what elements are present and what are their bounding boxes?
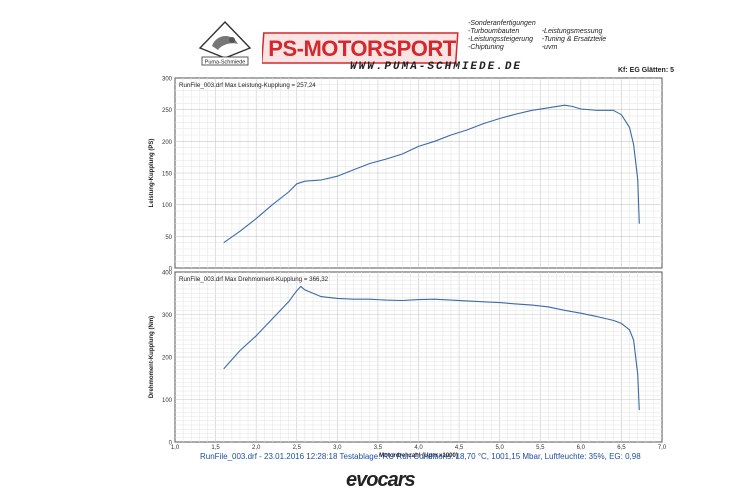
service-item: -Turboumbauten	[468, 28, 520, 35]
chart-2: 0 100 200 300 400 1,0 1,5 2,0 2,5 3,0 3,5 4,0 4,5 5,0…	[149, 271, 667, 460]
service-item: -Leistungssteigerung	[468, 36, 533, 43]
x-tick-label: 2,5	[293, 445, 302, 451]
x-tick-label: 5,5	[536, 445, 545, 451]
x-tick-label: 1,0	[171, 445, 180, 451]
y-tick-label: 400	[162, 271, 173, 277]
y-tick-label: 200	[162, 140, 173, 146]
run-info: RunFile_003.drf - 23.01.2016 12:28:18 Te…	[200, 452, 641, 461]
service-item: -Leistungsmessung	[541, 28, 603, 35]
y-tick-label: 150	[162, 172, 173, 178]
y-tick-label: 250	[162, 108, 173, 114]
y-tick-label: 100	[162, 203, 173, 209]
series-line	[223, 104, 640, 244]
service-item: -Chiptuning	[468, 44, 504, 51]
x-tick-label: 6,5	[617, 445, 626, 451]
x-tick-label: 4,0	[414, 445, 423, 451]
x-tick-label: 1,5	[211, 445, 220, 451]
x-tick-label: 5,0	[495, 445, 504, 451]
chart-title: RunFile_003.drf Max Leistung-Kupplung = …	[179, 82, 316, 89]
y-tick-label: 200	[162, 356, 173, 362]
brand-text: PS-MOTORSPORT	[268, 36, 457, 61]
x-tick-label: 6,0	[577, 445, 586, 451]
y-tick-label: 300	[162, 313, 173, 319]
y-tick-label: 300	[162, 77, 173, 83]
y-tick-label: 0	[169, 267, 173, 273]
x-tick-label: 4,5	[455, 445, 464, 451]
chart-title: RunFile_003.drf Max Drehmoment-Kupplung …	[179, 276, 329, 283]
puma-logo: Puma-Schmiede	[198, 20, 252, 66]
x-tick-label: 7,0	[658, 445, 667, 451]
plot-frame	[174, 77, 663, 269]
x-tick-label: 3,0	[333, 445, 342, 451]
services-left: -Sonderanfertigungen -Turboumbauten -Leist…	[468, 20, 536, 52]
website-url: WWW.PUMA-SCHMIEDE.DE	[350, 61, 523, 73]
service-item: -Tuning & Ersatzteile	[541, 36, 607, 43]
series-line	[223, 285, 640, 411]
y-axis-label: Drehmoment-Kupplung (Nm)	[149, 316, 155, 398]
x-tick-label: 3,5	[374, 445, 383, 451]
y-tick-label: 0	[169, 441, 173, 447]
brand-banner: PS-MOTORSPORT	[262, 32, 459, 64]
evocars-logo: evocars	[346, 469, 416, 491]
service-item: -Sonderanfertigungen	[468, 20, 536, 27]
chart-1: 0 50 100 150 200 250 300 RunFile_003.drf Max Le…	[149, 77, 663, 273]
services-list: -Sonderanfertigungen -Turboumbauten -Leist…	[468, 20, 606, 52]
services-right: -Leistungsmessung -Tuning & Ersatzteile -u…	[542, 20, 606, 52]
y-axis-label: Leistung-Kupplung (PS)	[149, 139, 155, 208]
y-tick-label: 100	[162, 398, 173, 404]
logo-text: Puma-Schmiede	[205, 60, 246, 66]
kf-label: Kf: EG Glätten: 5	[618, 67, 675, 74]
x-tick-label: 2,0	[252, 445, 261, 451]
y-tick-label: 50	[165, 235, 172, 241]
service-item: -uvm	[541, 44, 558, 51]
plot-frame	[174, 271, 663, 443]
